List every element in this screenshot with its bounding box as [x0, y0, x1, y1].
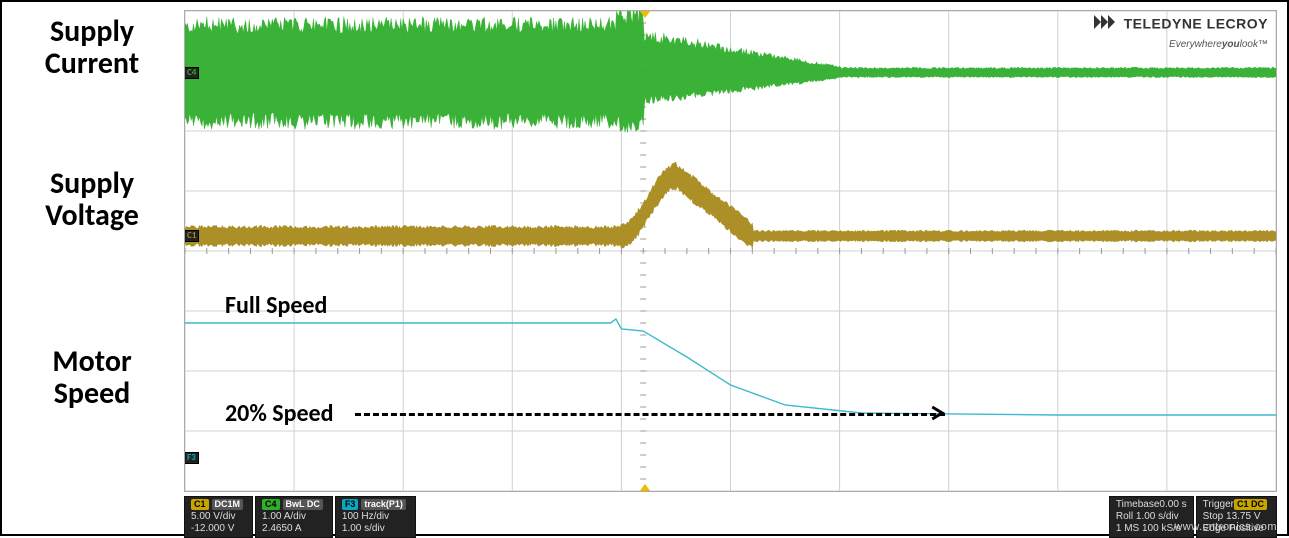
scope-svg	[185, 11, 1276, 491]
status-bar-left: C1DC1M5.00 V/div-12.000 VC4BwL DC1.00 A/…	[184, 496, 416, 538]
brand-chevrons-icon	[1094, 15, 1120, 34]
scope-area: TELEDYNE LECROY Everywhereyoulook™ Full …	[184, 10, 1277, 492]
annotation-20-speed: 20% Speed	[225, 399, 334, 428]
annotation-20-speed-guideline	[355, 413, 945, 416]
side-label-column: SupplyCurrent SupplyVoltage MotorSpeed	[2, 2, 184, 534]
channel-tag: C1	[184, 230, 199, 242]
status-box: F3track(P1)100 Hz/div1.00 s/div	[335, 496, 416, 538]
status-box: C4BwL DC1.00 A/div2.4650 A	[255, 496, 333, 538]
watermark: www.cntronics.com	[1174, 521, 1277, 533]
status-box: C1DC1M5.00 V/div-12.000 V	[184, 496, 253, 538]
figure-root: SupplyCurrent SupplyVoltage MotorSpeed T…	[0, 0, 1289, 536]
trigger-marker-top-icon	[639, 10, 651, 18]
brand-logo: TELEDYNE LECROY Everywhereyoulook™	[1094, 15, 1268, 52]
brand-tagline: Everywhereyoulook™	[1169, 39, 1268, 50]
label-supply-current: SupplyCurrent	[2, 16, 182, 79]
label-supply-voltage: SupplyVoltage	[2, 168, 182, 231]
channel-tag: C4	[184, 67, 199, 79]
channel-tag: F3	[184, 452, 199, 464]
brand-name: TELEDYNE LECROY	[1124, 16, 1268, 32]
label-motor-speed: MotorSpeed	[2, 346, 182, 409]
annotation-full-speed: Full Speed	[225, 291, 327, 320]
trigger-marker-bottom-icon	[639, 484, 651, 492]
status-bar: C1DC1M5.00 V/div-12.000 VC4BwL DC1.00 A/…	[184, 496, 1277, 526]
